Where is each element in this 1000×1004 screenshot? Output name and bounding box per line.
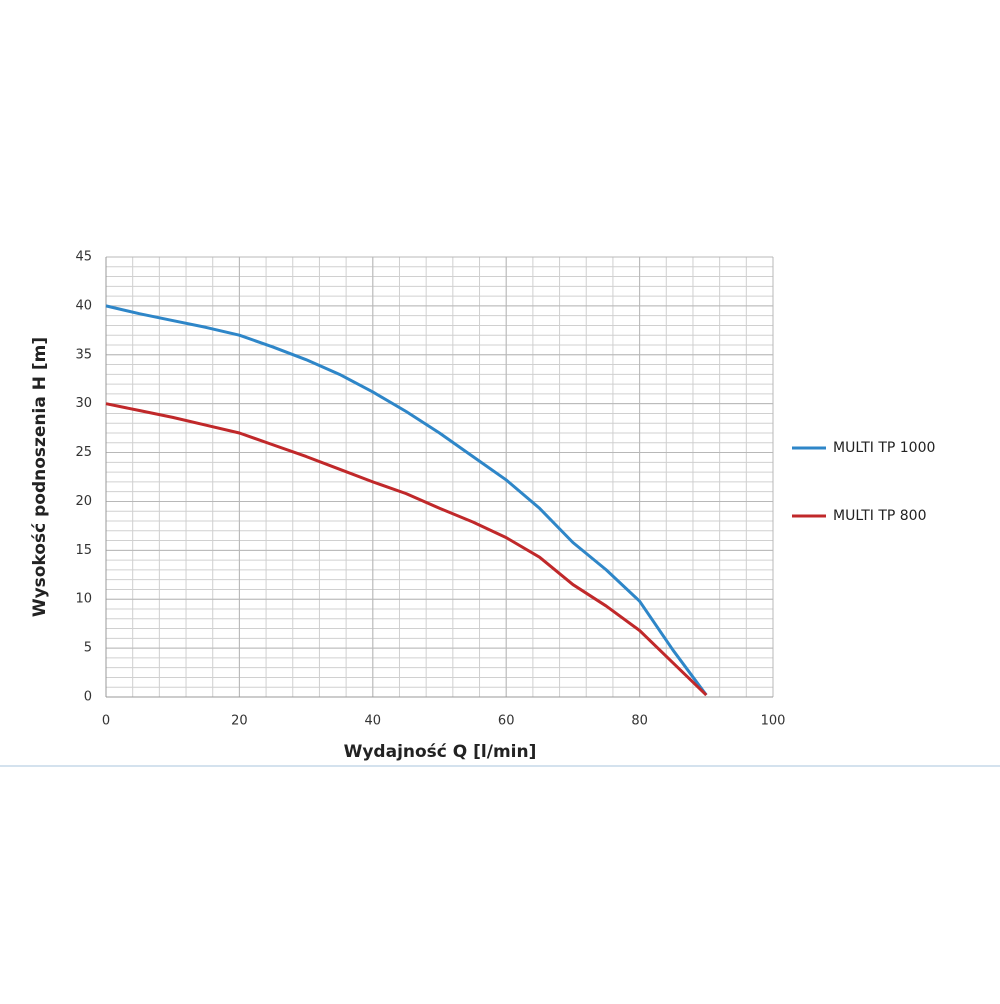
legend-text: MULTI TP 800 [833, 508, 927, 524]
y-tick-label: 15 [75, 543, 92, 558]
y-tick-label: 45 [75, 250, 92, 265]
x-tick-label: 80 [631, 714, 648, 729]
x-tick-label: 40 [365, 714, 382, 729]
y-tick-label: 10 [75, 592, 92, 607]
x-tick-label: 100 [761, 714, 786, 729]
x-tick-label: 60 [498, 714, 515, 729]
y-tick-label: 20 [75, 494, 92, 509]
y-tick-label: 30 [75, 396, 92, 411]
y-tick-label: 40 [75, 298, 92, 313]
y-axis-title: Wysokość podnoszenia H [m] [30, 337, 50, 617]
y-tick-label: 0 [84, 690, 92, 705]
x-tick-label: 20 [231, 714, 248, 729]
legend-text: MULTI TP 1000 [833, 440, 935, 456]
series-line [105, 304, 708, 696]
y-tick-label: 25 [75, 445, 92, 460]
x-axis-title: Wydajność Q [l/min] [344, 742, 537, 762]
series-line [105, 402, 708, 697]
y-tick-label: 35 [75, 347, 92, 362]
y-tick-label: 5 [84, 641, 92, 656]
x-tick-label: 0 [102, 714, 110, 729]
